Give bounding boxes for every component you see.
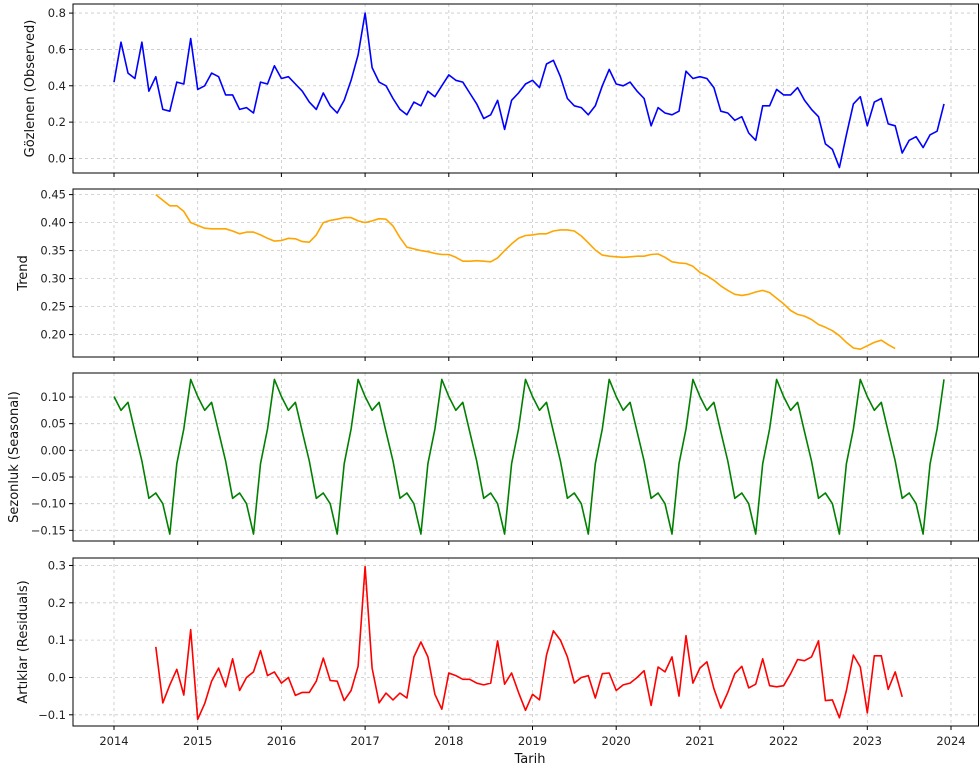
- series-line: [113, 378, 945, 535]
- y-tick-label: 0.2: [48, 596, 66, 610]
- y-tick-label: 0.8: [48, 6, 66, 20]
- y-tick-label: 0.30: [40, 272, 66, 286]
- x-tick-label: 2018: [434, 734, 463, 748]
- grid: [73, 4, 979, 173]
- axes-frame: [72, 3, 979, 174]
- x-tick-label: 2024: [936, 734, 965, 748]
- series-line: [113, 12, 945, 169]
- grid: [73, 373, 979, 541]
- y-tick-label: 0.45: [40, 188, 66, 202]
- y-tick-label: 0.1: [48, 633, 66, 647]
- y-tick-label: 0.2: [48, 115, 66, 129]
- panel-4: −0.1 0.0 0.1 0.2 0.3 2014 2015 2016 2017 2018 2019…: [16, 557, 979, 748]
- x-tick-label: 2020: [602, 734, 631, 748]
- y-tick-label: 0.0: [48, 151, 66, 165]
- axes-frame: [72, 372, 979, 542]
- y-tick-label: 0.20: [40, 328, 66, 342]
- series-line: [155, 193, 896, 351]
- y-tick-label: 0.05: [40, 417, 66, 431]
- y-tick-label: −0.10: [31, 497, 66, 511]
- x-axis-label: Tarih: [514, 752, 546, 767]
- y-tick-label: −0.15: [31, 523, 66, 537]
- y-axis-label: Artıklar (Residuals): [16, 580, 31, 703]
- y-axis-label: Gözlenen (Observed): [23, 20, 38, 158]
- x-tick-label: 2015: [183, 734, 212, 748]
- panel-1: 0.0 0.2 0.4 0.6 0.8 Gözlenen (Observed): [23, 3, 979, 177]
- panel-3: −0.15 −0.10 −0.05 0.00 0.05 0.10 Sezonluk (Sea…: [7, 372, 979, 545]
- y-tick-label: 0.6: [48, 42, 66, 56]
- panel-2: 0.20 0.25 0.30 0.35 0.40 0.45 Trend: [16, 188, 979, 361]
- y-tick-label: 0.40: [40, 216, 66, 230]
- axes-frame: [72, 557, 979, 727]
- y-tick-label: 0.10: [40, 390, 66, 404]
- x-tick-label: 2021: [685, 734, 714, 748]
- x-tick-label: 2014: [99, 734, 128, 748]
- y-tick-label: 0.35: [40, 244, 66, 258]
- grid: [73, 189, 979, 357]
- y-tick-label: −0.1: [38, 708, 66, 722]
- y-tick-label: 0.00: [40, 443, 66, 457]
- y-tick-label: 0.3: [48, 558, 66, 572]
- y-tick-label: 0.4: [48, 79, 66, 93]
- y-tick-label: 0.25: [40, 300, 66, 314]
- series-line: [155, 565, 903, 721]
- y-tick-label: 0.0: [48, 670, 66, 684]
- axes-frame: [72, 188, 979, 358]
- x-tick-label: 2017: [350, 734, 379, 748]
- x-tick-label: 2019: [518, 734, 547, 748]
- y-axis-label: Sezonluk (Seasonal): [7, 391, 22, 523]
- y-tick-label: −0.05: [31, 470, 66, 484]
- x-tick-label: 2022: [769, 734, 798, 748]
- x-tick-label: 2023: [853, 734, 882, 748]
- x-tick-label: 2016: [267, 734, 296, 748]
- grid: [73, 558, 979, 726]
- y-axis-label: Trend: [16, 255, 31, 292]
